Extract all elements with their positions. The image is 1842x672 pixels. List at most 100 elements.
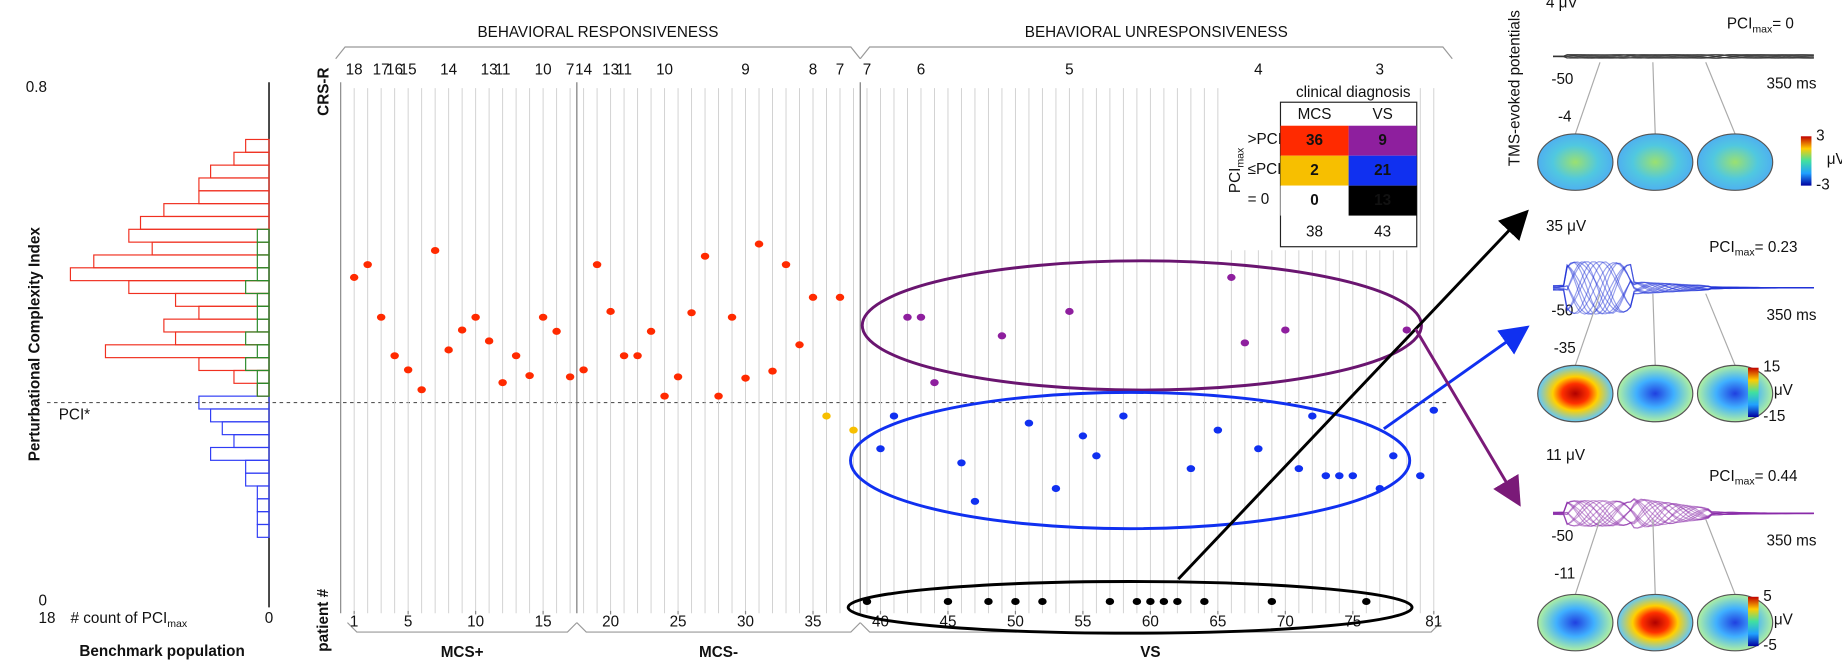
- x-tick-label: 55: [1074, 614, 1091, 631]
- waveform: [1553, 54, 1814, 59]
- waveform: [1552, 54, 1814, 59]
- point: [363, 261, 372, 269]
- point: [349, 273, 359, 281]
- group-label: MCS-: [699, 644, 738, 661]
- label-main: PCI: [1709, 468, 1734, 485]
- point: [498, 379, 507, 387]
- waveform: [1552, 261, 1814, 312]
- connector: [1705, 62, 1736, 135]
- cbar-max: 5: [1763, 588, 1772, 605]
- cell: [1280, 185, 1349, 216]
- point: [943, 597, 953, 606]
- point: [1173, 597, 1182, 606]
- hist-bar: [256, 254, 270, 269]
- label: # count of PCImax: [70, 610, 187, 629]
- waveform: [1552, 262, 1814, 315]
- waveform: [1552, 261, 1814, 313]
- waveform: [1552, 261, 1814, 313]
- label: PCImax: [1227, 147, 1246, 193]
- point: [376, 313, 386, 321]
- waveform: [1553, 54, 1814, 59]
- t-start: -50: [1551, 71, 1573, 88]
- point: [1429, 406, 1439, 414]
- t-end: 350 ms: [1766, 307, 1816, 324]
- label-main: # count of PCI: [70, 610, 167, 627]
- point: [1267, 597, 1277, 606]
- y-axis-title: Perturbational Complexity Index: [26, 227, 43, 462]
- crs-value: 16: [386, 62, 403, 79]
- waveform: [1553, 54, 1814, 59]
- connector: [1652, 519, 1656, 595]
- label-value: = 0.23: [1755, 239, 1798, 256]
- cbar-min: -5: [1763, 637, 1777, 654]
- group-label: VS: [1140, 644, 1160, 661]
- crs-value: 10: [656, 62, 673, 79]
- hist-bar: [93, 254, 270, 269]
- point: [430, 246, 440, 255]
- label-value: = 0.44: [1755, 468, 1798, 485]
- waveform: [1552, 263, 1814, 315]
- cbar-max: 15: [1763, 359, 1780, 376]
- point: [835, 293, 845, 301]
- hist-bar: [256, 382, 270, 397]
- cell-value: 9: [1378, 132, 1386, 149]
- cell: [1348, 185, 1417, 216]
- point: [1146, 597, 1155, 606]
- waveform: [1552, 499, 1814, 526]
- group-label: MCS+: [441, 644, 484, 661]
- head-map: [1696, 133, 1774, 191]
- waveform: [1552, 500, 1814, 529]
- point: [876, 445, 885, 453]
- waveform: [1552, 262, 1814, 315]
- head-map: [1617, 364, 1694, 423]
- connector: [1652, 62, 1656, 134]
- hist-bar: [174, 331, 270, 346]
- waveform: [1552, 261, 1814, 315]
- head-map: [1537, 593, 1614, 652]
- hist-bar: [198, 357, 270, 372]
- hist-bar: [256, 318, 270, 333]
- header: BEHAVIORAL RESPONSIVENESS: [477, 24, 718, 41]
- waveform: [1553, 54, 1814, 59]
- cell: [1348, 125, 1417, 156]
- t-end: 350 ms: [1766, 533, 1816, 550]
- point: [1038, 597, 1047, 606]
- cbar-min: -3: [1816, 177, 1830, 194]
- waveform: [1552, 500, 1814, 527]
- crs-value: 11: [616, 62, 632, 79]
- hist-bar: [256, 267, 270, 282]
- crs-value: 10: [535, 62, 552, 79]
- waveform: [1553, 54, 1814, 59]
- scale-top: 4 μV: [1546, 0, 1579, 12]
- crs-value: 14: [440, 62, 457, 79]
- hist-bar: [256, 344, 270, 359]
- x-tick-label: 81: [1425, 614, 1442, 631]
- hist-bar: [245, 280, 270, 295]
- connector: [1574, 62, 1601, 135]
- point: [417, 386, 426, 394]
- crs-value: 15: [400, 62, 417, 79]
- crs-value: 7: [863, 62, 872, 79]
- point: [1119, 412, 1128, 420]
- crs-value: 4: [1254, 62, 1263, 79]
- point: [457, 326, 467, 334]
- hist-bar: [210, 408, 270, 423]
- waveform: [1552, 498, 1814, 527]
- crs-value: 13: [602, 62, 619, 79]
- panels-ylabel: TMS-evoked potentials: [1506, 10, 1523, 166]
- hist-bar: [198, 177, 270, 192]
- point: [606, 307, 615, 315]
- waveform: [1552, 261, 1814, 313]
- point: [1416, 472, 1425, 480]
- hist-bar: [233, 151, 270, 166]
- crs-value: 18: [346, 62, 363, 79]
- x-tick-label: 15: [535, 614, 552, 631]
- x-tick-label: 10: [467, 614, 484, 631]
- point: [957, 459, 966, 467]
- hist-bar: [245, 138, 270, 153]
- label-main: PCI: [1227, 168, 1244, 193]
- waveform: [1553, 54, 1814, 59]
- point: [403, 366, 413, 374]
- label-value: = 0: [1772, 16, 1794, 33]
